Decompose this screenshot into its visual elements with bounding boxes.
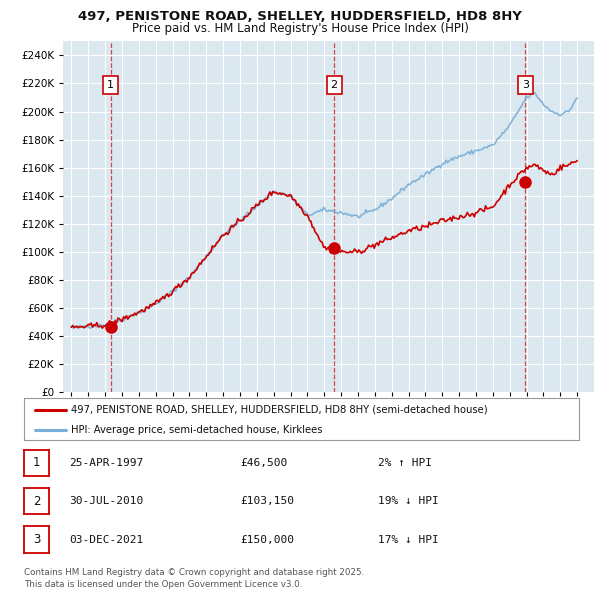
- Text: 2% ↑ HPI: 2% ↑ HPI: [378, 458, 432, 468]
- Text: 3: 3: [522, 80, 529, 90]
- Text: 497, PENISTONE ROAD, SHELLEY, HUDDERSFIELD, HD8 8HY (semi-detached house): 497, PENISTONE ROAD, SHELLEY, HUDDERSFIE…: [71, 405, 488, 415]
- Text: 17% ↓ HPI: 17% ↓ HPI: [378, 535, 439, 545]
- Text: HPI: Average price, semi-detached house, Kirklees: HPI: Average price, semi-detached house,…: [71, 425, 323, 435]
- Text: 1: 1: [33, 456, 40, 470]
- Text: 19% ↓ HPI: 19% ↓ HPI: [378, 496, 439, 506]
- Text: Price paid vs. HM Land Registry's House Price Index (HPI): Price paid vs. HM Land Registry's House …: [131, 22, 469, 35]
- Text: 30-JUL-2010: 30-JUL-2010: [69, 496, 143, 506]
- Text: 3: 3: [33, 533, 40, 546]
- Text: £103,150: £103,150: [240, 496, 294, 506]
- Text: 03-DEC-2021: 03-DEC-2021: [69, 535, 143, 545]
- Text: £46,500: £46,500: [240, 458, 287, 468]
- Text: 1: 1: [107, 80, 114, 90]
- Text: 25-APR-1997: 25-APR-1997: [69, 458, 143, 468]
- Text: 2: 2: [331, 80, 338, 90]
- Text: 497, PENISTONE ROAD, SHELLEY, HUDDERSFIELD, HD8 8HY: 497, PENISTONE ROAD, SHELLEY, HUDDERSFIE…: [78, 10, 522, 23]
- Text: £150,000: £150,000: [240, 535, 294, 545]
- Text: Contains HM Land Registry data © Crown copyright and database right 2025.
This d: Contains HM Land Registry data © Crown c…: [24, 568, 364, 589]
- Text: 2: 2: [33, 494, 40, 508]
